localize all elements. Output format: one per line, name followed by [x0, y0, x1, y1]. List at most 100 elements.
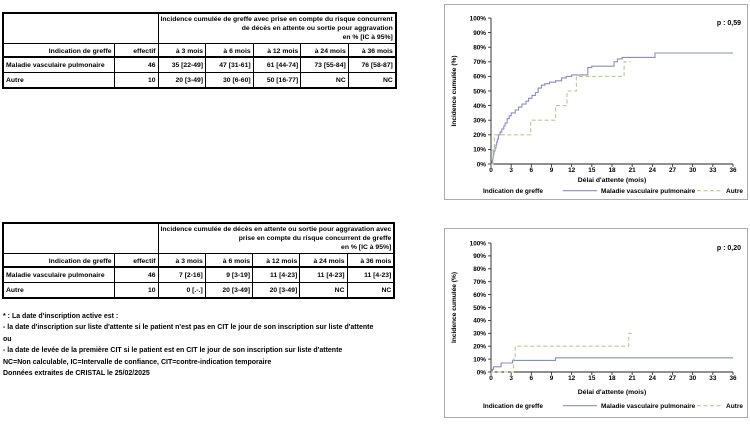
svg-text:0: 0 [489, 375, 493, 382]
value-cell: NC [347, 72, 397, 89]
row-label: Autre [2, 72, 115, 89]
svg-text:0%: 0% [477, 369, 487, 376]
row-label: Maladie vasculaire pulmonaire [2, 266, 115, 283]
svg-text:50%: 50% [473, 305, 486, 312]
svg-text:Indication de greffe: Indication de greffe [483, 403, 543, 410]
value-cell: 30 [6-60] [205, 72, 254, 89]
value-cell: 11 [4-23] [299, 266, 348, 283]
band-title: Incidence cumulée de greffe avec prise e… [157, 12, 397, 44]
svg-text:80%: 80% [473, 45, 486, 52]
svg-text:33: 33 [709, 167, 717, 174]
chart-incidence-deces: 0% 10% 20% 30% 40% 50% 60% 70% 80% 90% 100% 0 3 6 9 12 1… [444, 228, 748, 418]
table-row: Autre 10 0 [.-.] 20 [3-49] 20 [3-49] NC … [2, 282, 395, 299]
value-cell: NC [299, 282, 348, 299]
column-header: à 24 mois [300, 43, 349, 58]
table-incidence-greffe: Incidence cumulée de greffe avec prise e… [2, 12, 397, 89]
value-cell: 20 [3-49] [204, 282, 254, 299]
column-header: à 6 mois [205, 43, 254, 58]
table-incidence-deces: Incidence cumulée de décès en attente ou… [2, 222, 396, 299]
footnote-line: - la date d'inscription sur liste d'atte… [3, 324, 374, 332]
svg-text:21: 21 [629, 167, 637, 174]
footnote-line: * : La date d'inscription active est : [3, 313, 119, 320]
value-cell: 9 [3-19] [204, 266, 254, 283]
svg-text:90%: 90% [473, 30, 486, 37]
svg-text:12: 12 [568, 167, 576, 174]
svg-text:9: 9 [550, 375, 554, 382]
svg-text:33: 33 [709, 375, 717, 382]
column-header-row: Indication de greffe effectif à 3 mois à… [2, 253, 395, 268]
table-row: Autre 10 20 [3-49] 30 [6-60] 50 [16-77] … [2, 72, 397, 89]
column-header: à 3 mois [157, 43, 207, 58]
chart-incidence-greffe-svg: 0%10%20%30%40%50%60%70%80%90%100%0 3 6 9 12 1… [451, 15, 743, 195]
band-empty-cell [2, 12, 159, 44]
value-cell: NC [300, 72, 349, 89]
column-header: Indication de greffe [2, 253, 115, 268]
svg-text:6: 6 [530, 375, 534, 382]
effectif-cell: 10 [113, 72, 159, 89]
table-row: Maladie vasculaire pulmonaire 46 7 [2-16… [2, 266, 395, 283]
svg-text:80%: 80% [473, 266, 486, 273]
footnote-line: ou [3, 335, 12, 343]
footnote-line: Données extraites de CRISTAL le 25/02/20… [3, 370, 150, 378]
svg-text:0: 0 [489, 167, 493, 174]
band-title-line: Incidence cumulée de greffe avec prise e… [160, 16, 393, 23]
svg-text:p : 0,20: p : 0,20 [717, 245, 741, 252]
svg-text:20%: 20% [473, 344, 486, 351]
value-cell: 11 [4-23] [251, 266, 301, 283]
footnote-line: - la date de levée de la première CIT si… [3, 347, 343, 355]
column-header: à 6 mois [204, 253, 254, 268]
svg-text:10%: 10% [473, 147, 486, 154]
svg-text:30: 30 [689, 167, 697, 174]
table-band-row: Incidence cumulée de décès en attente ou… [2, 222, 395, 254]
svg-text:Indication de greffe: Indication de greffe [483, 188, 543, 195]
svg-text:0%: 0% [477, 161, 487, 168]
band-title-line: de décès en attente ou sortie pour aggra… [241, 25, 393, 32]
table-band-row: Incidence cumulée de greffe avec prise e… [2, 12, 397, 44]
band-title-line: Incidence cumulée de décès en attente ou… [160, 226, 392, 233]
svg-text:Délai d'attente (mois): Délai d'attente (mois) [578, 177, 646, 184]
value-cell: 7 [2-16] [157, 266, 206, 283]
value-cell: NC [346, 282, 395, 299]
svg-text:50%: 50% [473, 88, 486, 95]
column-header: à 12 mois [251, 253, 301, 268]
svg-text:9: 9 [550, 167, 554, 174]
chart-incidence-deces-svg: 0%10%20%30%40%50%60%70%80%90%100%0 3 6 9 12 1… [451, 240, 743, 410]
svg-text:Maladie vasculaire pulmonaire: Maladie vasculaire pulmonaire [601, 403, 696, 410]
value-cell: 73 [55-84] [300, 56, 349, 73]
svg-text:24: 24 [649, 167, 657, 174]
svg-text:10%: 10% [473, 356, 486, 363]
svg-text:Autre: Autre [726, 403, 743, 410]
band-title-line: en % [IC à 95%] [342, 34, 393, 41]
column-header: effectif [113, 253, 159, 268]
svg-text:30: 30 [689, 375, 697, 382]
svg-text:3: 3 [509, 375, 513, 382]
row-label: Maladie vasculaire pulmonaire [2, 56, 115, 73]
row-label: Autre [2, 282, 115, 299]
effectif-cell: 10 [113, 282, 159, 299]
svg-text:24: 24 [649, 375, 657, 382]
effectif-cell: 46 [113, 266, 159, 283]
table-row: Maladie vasculaire pulmonaire 46 35 [22-… [2, 56, 397, 73]
band-title-line: en % [IC à 95%] [341, 244, 392, 251]
svg-text:21: 21 [629, 375, 637, 382]
svg-text:Maladie vasculaire pulmonaire: Maladie vasculaire pulmonaire [601, 188, 696, 195]
footnote-line: NC=Non calculable, IC=Intervalle de conf… [3, 358, 272, 366]
svg-text:18: 18 [608, 167, 616, 174]
band-empty-cell [2, 222, 159, 254]
svg-text:30%: 30% [473, 331, 486, 338]
svg-text:30%: 30% [473, 118, 486, 125]
svg-text:60%: 60% [473, 292, 486, 299]
value-cell: 76 [58-87] [347, 56, 397, 73]
svg-text:27: 27 [669, 375, 677, 382]
svg-text:Délai d'attente (mois): Délai d'attente (mois) [578, 389, 646, 396]
svg-text:15: 15 [588, 375, 596, 382]
column-header: Indication de greffe [2, 43, 115, 58]
svg-text:40%: 40% [473, 318, 486, 325]
svg-text:18: 18 [608, 375, 616, 382]
band-title: Incidence cumulée de décès en attente ou… [157, 222, 395, 254]
value-cell: 20 [3-49] [251, 282, 301, 299]
value-cell: 0 [.-.] [157, 282, 206, 299]
column-header: effectif [113, 43, 159, 58]
svg-text:70%: 70% [473, 279, 486, 286]
